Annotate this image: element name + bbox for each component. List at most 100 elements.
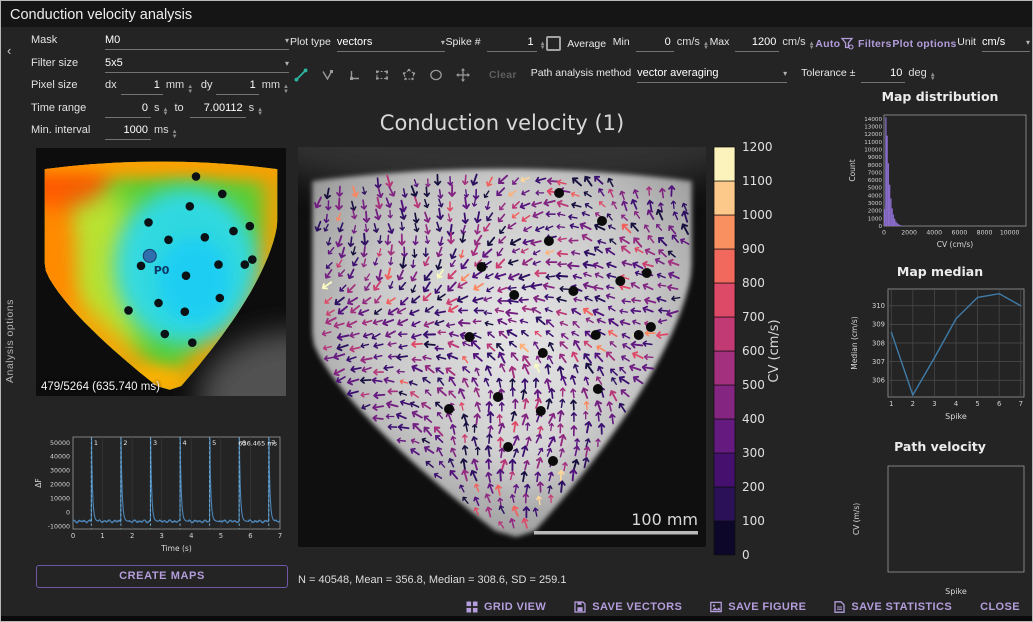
svg-text:400: 400: [742, 412, 765, 426]
svg-text:2: 2: [123, 439, 127, 447]
filters-button[interactable]: Filters: [841, 37, 892, 50]
dy-stepper[interactable]: ▲ ▼: [283, 84, 289, 95]
max-group: Max 1200 cm/s ▲ ▼: [710, 36, 815, 52]
svg-text:8000: 8000: [868, 163, 883, 169]
map-distribution-chart: 0100020003000400050006000700080009000100…: [848, 114, 1027, 249]
min-interval-field[interactable]: 1000: [105, 124, 151, 140]
toolbar-row-1: Plot type vectors ▾ Spike # 1 ▲ ▼ Average…: [290, 28, 1030, 59]
collapse-panel-chevron-icon[interactable]: ‹: [7, 43, 12, 58]
ellipse-tool-button[interactable]: [425, 64, 446, 85]
time-to-field[interactable]: 7.00112: [189, 102, 246, 118]
activation-map-image[interactable]: P0: [36, 148, 286, 396]
dx-stepper[interactable]: ▲ ▼: [187, 84, 194, 95]
svg-text:1000: 1000: [868, 216, 883, 222]
activation-map-preview[interactable]: P0 479/5264 (635.740 ms): [36, 148, 286, 396]
spike-number-field[interactable]: 1: [486, 36, 537, 52]
tolerance-stepper[interactable]: ▲ ▼: [929, 71, 936, 83]
svg-text:100: 100: [742, 514, 765, 528]
dx-field[interactable]: 1: [120, 79, 163, 95]
plot-options-button[interactable]: Plot options: [892, 37, 957, 50]
min-group: Min 0 cm/s ▲ ▼: [613, 36, 709, 52]
unit-select[interactable]: cm/s ▾: [981, 36, 1030, 52]
svg-text:ΔF: ΔF: [34, 478, 43, 487]
svg-text:Spike: Spike: [945, 587, 967, 596]
min-interval-stepper[interactable]: ▲ ▼: [171, 129, 178, 140]
tolerance-unit: deg: [908, 66, 927, 79]
analysis-options-tab[interactable]: Analysis options: [4, 299, 16, 383]
min-interval-unit: ms: [154, 124, 169, 136]
polyline-tool-button[interactable]: [317, 64, 338, 85]
min-unit: cm/s: [676, 35, 700, 48]
window-title: Conduction velocity analysis: [10, 7, 193, 23]
move-tool-button[interactable]: [452, 64, 473, 85]
footer-actions: GRID VIEW SAVE VECTORS SAVE FIGURE SAVE …: [466, 601, 1020, 613]
figure-title: Conduction velocity (1): [379, 111, 625, 135]
signal-trace-chart[interactable]: 1 2 3 4 5 6 7 636.465 ms -10000 0 10000 20000 30000 4…: [28, 431, 288, 561]
vector-map-figure[interactable]: 100 mm: [298, 147, 706, 547]
average-group: Average: [546, 36, 612, 51]
time-from-field[interactable]: 0: [105, 102, 151, 118]
svg-text:3: 3: [932, 400, 936, 408]
grid-icon: [466, 601, 478, 613]
filter-size-row: Filter size 5x5 ▾: [31, 57, 289, 80]
dy-field[interactable]: 1: [216, 79, 259, 95]
svg-text:200: 200: [742, 480, 765, 494]
map-distribution-title: Map distribution: [881, 89, 999, 104]
svg-text:7: 7: [271, 439, 275, 447]
time-from-stepper[interactable]: ▲ ▼: [162, 106, 169, 118]
save-statistics-button[interactable]: SAVE STATISTICS: [834, 601, 952, 613]
min-field[interactable]: 0: [635, 36, 674, 52]
line-tool-button[interactable]: [290, 64, 311, 85]
svg-text:4: 4: [183, 439, 187, 447]
vector-map-image[interactable]: 100 mm: [298, 147, 706, 547]
mask-select[interactable]: M0 ▾: [105, 34, 289, 50]
path-method-select[interactable]: vector averaging ▾: [637, 67, 788, 83]
unit-label: Unit: [957, 35, 976, 48]
svg-text:0: 0: [71, 532, 75, 540]
svg-text:1: 1: [100, 532, 104, 540]
path-method-label: Path analysis method: [530, 66, 632, 79]
svg-text:6000: 6000: [952, 230, 968, 237]
save-vectors-button[interactable]: SAVE VECTORS: [574, 601, 682, 613]
rectangle-tool-button[interactable]: [371, 64, 392, 85]
max-stepper[interactable]: ▲ ▼: [808, 40, 815, 52]
pixel-size-row: Pixel size dx 1 mm ▲ ▼ dy 1 mm ▲ ▼: [31, 79, 289, 102]
min-interval-row: Min. interval 1000 ms ▲ ▼: [31, 124, 289, 147]
clear-button[interactable]: Clear: [489, 68, 517, 81]
close-button[interactable]: CLOSE: [980, 601, 1020, 613]
grid-view-button[interactable]: GRID VIEW: [466, 601, 546, 613]
auto-button[interactable]: Auto: [815, 37, 841, 50]
max-field[interactable]: 1200: [735, 36, 780, 52]
tolerance-field[interactable]: 10: [861, 67, 906, 83]
filter-size-label: Filter size: [31, 56, 79, 69]
svg-text:309: 309: [872, 321, 885, 329]
spike-number-stepper[interactable]: ▲ ▼: [539, 40, 546, 52]
plot-type-select[interactable]: vectors ▾: [336, 36, 445, 52]
svg-text:Median (cm/s): Median (cm/s): [850, 316, 859, 369]
file-icon: [834, 601, 846, 613]
svg-text:5: 5: [212, 439, 216, 447]
svg-text:0: 0: [882, 230, 886, 237]
time-to-stepper[interactable]: ▲ ▼: [257, 106, 264, 118]
angle-tool-button[interactable]: [344, 64, 365, 85]
average-label: Average: [567, 37, 607, 50]
bottom-strip: [1, 616, 1032, 621]
svg-text:700: 700: [742, 310, 765, 324]
min-stepper[interactable]: ▲ ▼: [702, 40, 709, 52]
save-figure-button[interactable]: SAVE FIGURE: [710, 601, 806, 613]
svg-text:1: 1: [889, 400, 893, 408]
polyline-tool-icon: [321, 69, 333, 80]
dx-label: dx: [105, 79, 117, 91]
svg-text:10000: 10000: [864, 147, 882, 153]
average-checkbox[interactable]: [546, 36, 562, 51]
polygon-tool-button[interactable]: [398, 64, 419, 85]
svg-text:500: 500: [742, 378, 765, 392]
filter-size-select[interactable]: 5x5 ▾: [105, 57, 289, 73]
map-median-title: Map median: [896, 264, 984, 279]
create-maps-button[interactable]: CREATE MAPS: [36, 565, 288, 588]
filter-size-value: 5x5: [105, 56, 123, 69]
svg-text:10000: 10000: [1000, 230, 1020, 237]
chevron-down-icon: ▾: [284, 58, 289, 68]
